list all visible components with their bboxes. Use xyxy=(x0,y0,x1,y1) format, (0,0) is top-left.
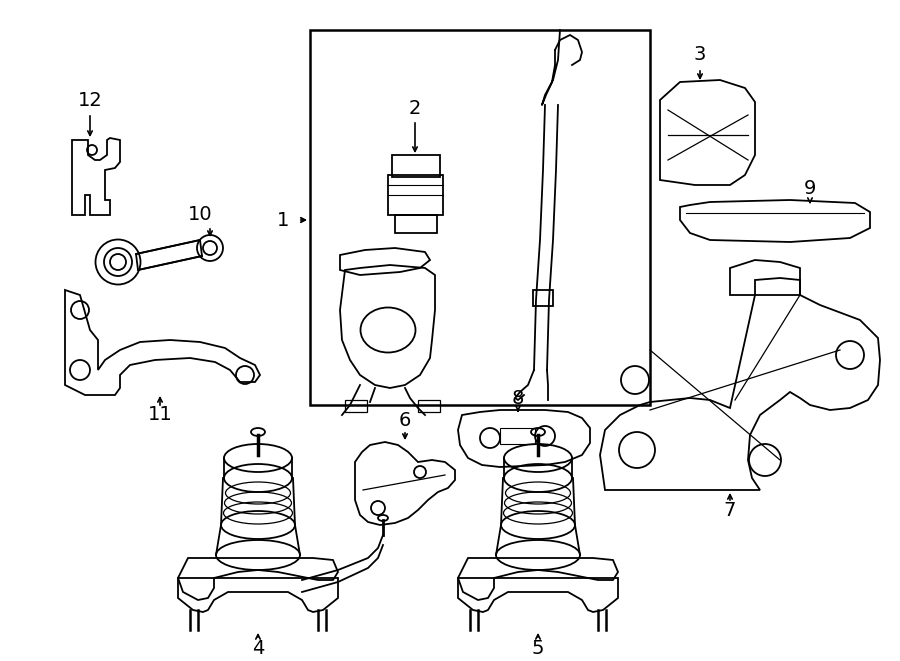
Text: 4: 4 xyxy=(252,639,265,658)
Text: 7: 7 xyxy=(724,500,736,520)
Text: 10: 10 xyxy=(188,206,212,225)
Text: 3: 3 xyxy=(694,46,706,65)
Bar xyxy=(392,155,440,177)
Text: 11: 11 xyxy=(148,405,173,424)
Bar xyxy=(310,30,650,405)
Bar xyxy=(418,400,440,412)
Text: 9: 9 xyxy=(804,178,816,198)
Text: 1: 1 xyxy=(276,210,289,229)
Bar xyxy=(533,290,553,306)
Bar xyxy=(345,400,367,412)
Text: 12: 12 xyxy=(77,91,103,110)
Text: 6: 6 xyxy=(399,410,411,430)
Text: 2: 2 xyxy=(409,98,421,118)
Bar xyxy=(395,215,437,233)
Text: 5: 5 xyxy=(532,639,544,658)
Bar xyxy=(500,428,535,444)
Bar xyxy=(388,175,443,215)
Text: 8: 8 xyxy=(512,389,524,407)
